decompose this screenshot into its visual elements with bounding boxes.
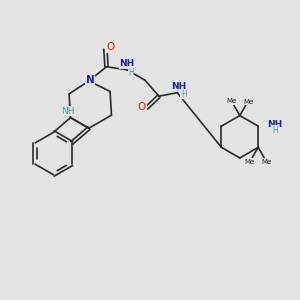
Text: NH: NH: [267, 120, 282, 129]
Text: Me: Me: [243, 99, 253, 105]
Text: NH: NH: [119, 59, 135, 68]
Text: N: N: [86, 75, 94, 85]
Text: Me: Me: [261, 159, 272, 165]
Text: O: O: [138, 102, 146, 112]
Text: H: H: [128, 68, 134, 76]
Text: NH: NH: [61, 106, 75, 116]
Text: NH: NH: [171, 82, 186, 91]
Text: Me: Me: [245, 159, 255, 165]
Text: H: H: [181, 90, 187, 99]
Text: O: O: [106, 42, 114, 52]
Text: H: H: [272, 126, 278, 135]
Text: Me: Me: [226, 98, 237, 104]
